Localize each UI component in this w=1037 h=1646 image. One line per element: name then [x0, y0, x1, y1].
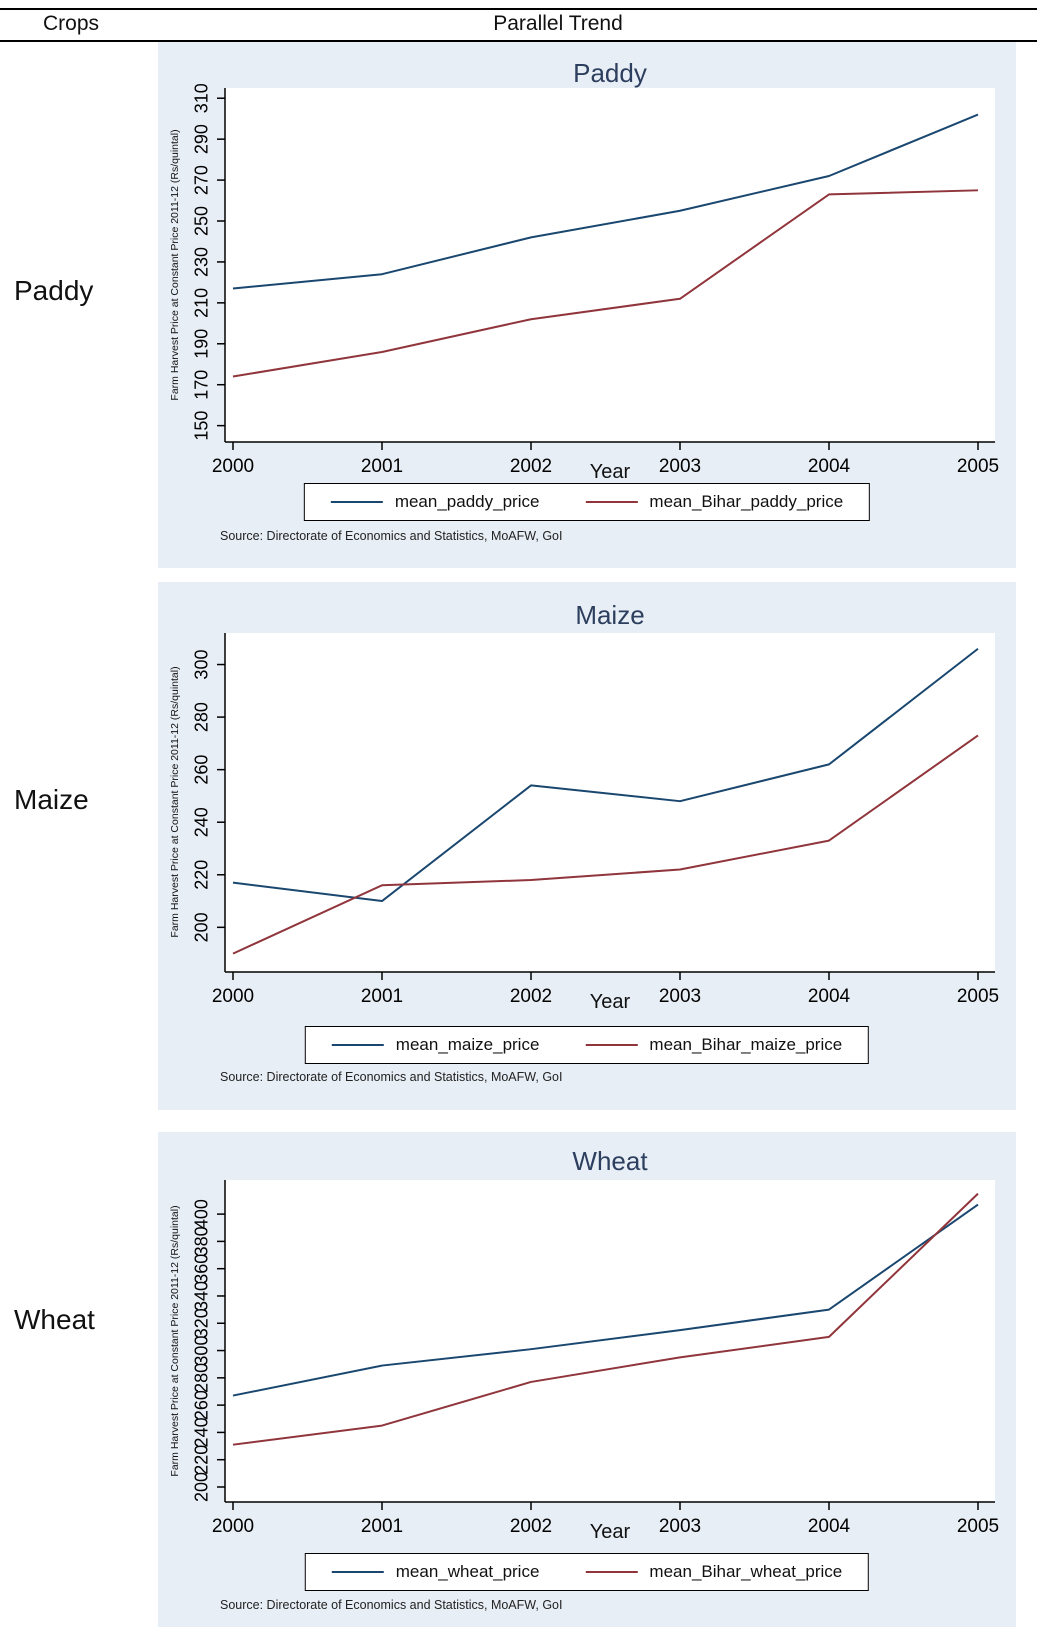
svg-text:2002: 2002 — [510, 456, 552, 477]
legend-item: mean_Bihar_wheat_price — [585, 1562, 842, 1582]
paddy-chart-title: Paddy — [573, 58, 647, 88]
svg-text:170: 170 — [192, 370, 212, 400]
svg-text:2001: 2001 — [361, 986, 403, 1007]
legend-item: mean_Bihar_maize_price — [585, 1035, 842, 1055]
maize-legend: mean_maize_price mean_Bihar_maize_price — [304, 1026, 870, 1064]
navy-line-swatch — [330, 501, 383, 503]
legend-label: mean_wheat_price — [395, 1562, 540, 1581]
svg-text:220: 220 — [192, 1445, 212, 1475]
row-label-paddy: Paddy — [14, 275, 94, 306]
svg-text:280: 280 — [192, 1363, 212, 1393]
maize-x-axis-title: Year — [589, 991, 631, 1013]
maize-plot-svg: 200 220 240 260 280 300 2000 2001 2002 2003 2004 20… — [192, 633, 999, 1007]
svg-text:2004: 2004 — [808, 986, 851, 1007]
svg-text:190: 190 — [192, 329, 212, 359]
legend-label: mean_paddy_price — [394, 492, 540, 511]
svg-text:200: 200 — [192, 912, 212, 942]
svg-text:2003: 2003 — [659, 456, 701, 477]
svg-text:2004: 2004 — [808, 1516, 851, 1537]
column-header-crops: Crops — [43, 12, 100, 35]
svg-text:150: 150 — [192, 411, 212, 441]
legend-label: mean_Bihar_wheat_price — [649, 1562, 843, 1581]
paddy-legend: mean_paddy_price mean_Bihar_paddy_price — [303, 483, 871, 521]
wheat-x-axis-title: Year — [589, 1521, 631, 1543]
svg-text:210: 210 — [192, 288, 212, 318]
svg-text:310: 310 — [192, 83, 212, 113]
svg-text:2003: 2003 — [659, 986, 701, 1007]
maroon-line-swatch — [585, 1571, 638, 1573]
wheat-chart-title: Wheat — [572, 1146, 648, 1176]
legend-label: mean_Bihar_paddy_price — [649, 492, 844, 511]
svg-text:340: 340 — [192, 1281, 212, 1311]
paddy-x-axis-title: Year — [589, 461, 631, 483]
chart-panel-wheat: 200 220 240 260 280 300 320 340 360 380 400 2000 200… — [158, 1132, 1016, 1627]
legend-label: mean_maize_price — [395, 1035, 540, 1054]
maize-source-note: Source: Directorate of Economics and Sta… — [220, 1070, 563, 1084]
svg-text:400: 400 — [192, 1199, 212, 1229]
column-header-parallel-trend: Parallel Trend — [493, 12, 623, 35]
svg-text:2000: 2000 — [212, 1516, 254, 1537]
svg-text:300: 300 — [192, 650, 212, 680]
paddy-y-axis-title: Farm Harvest Price at Constant Price 201… — [169, 129, 181, 401]
svg-text:2004: 2004 — [808, 456, 851, 477]
row-label-wheat: Wheat — [14, 1304, 95, 1335]
svg-text:2002: 2002 — [510, 986, 552, 1007]
svg-text:2000: 2000 — [212, 986, 254, 1007]
row-label-maize: Maize — [14, 784, 89, 815]
svg-text:2000: 2000 — [212, 456, 254, 477]
chart-panel-maize: 200 220 240 260 280 300 2000 2001 2002 2003 2004 20… — [158, 582, 1016, 1110]
paddy-source-note: Source: Directorate of Economics and Sta… — [220, 529, 563, 543]
svg-text:2001: 2001 — [361, 456, 403, 477]
svg-text:250: 250 — [192, 206, 212, 236]
maize-chart-title: Maize — [575, 600, 645, 630]
paddy-plot-svg: 150 170 190 210 230 250 270 290 310 2000 2001 2002 2… — [192, 83, 999, 477]
navy-line-swatch — [331, 1044, 384, 1046]
svg-text:2001: 2001 — [361, 1516, 403, 1537]
svg-text:380: 380 — [192, 1226, 212, 1256]
svg-text:2005: 2005 — [957, 1516, 999, 1537]
table-top-rule — [0, 8, 1037, 10]
wheat-legend: mean_wheat_price mean_Bihar_wheat_price — [304, 1553, 870, 1591]
wheat-y-axis-title: Farm Harvest Price at Constant Price 201… — [169, 1205, 181, 1477]
svg-text:270: 270 — [192, 165, 212, 195]
navy-line-swatch — [331, 1571, 384, 1573]
maroon-line-swatch — [585, 1044, 638, 1046]
svg-text:2002: 2002 — [510, 1516, 552, 1537]
legend-label: mean_Bihar_maize_price — [649, 1035, 843, 1054]
legend-item: mean_Bihar_paddy_price — [585, 492, 843, 512]
maroon-line-swatch — [585, 501, 638, 503]
svg-text:300: 300 — [192, 1336, 212, 1366]
wheat-source-note: Source: Directorate of Economics and Sta… — [220, 1598, 563, 1612]
legend-item: mean_maize_price — [331, 1035, 540, 1055]
chart-panel-paddy: 150 170 190 210 230 250 270 290 310 2000 2001 2002 2… — [158, 42, 1016, 568]
legend-item: mean_wheat_price — [331, 1562, 540, 1582]
svg-text:280: 280 — [192, 702, 212, 732]
header-bottom-rule — [0, 40, 1037, 42]
svg-text:260: 260 — [192, 1390, 212, 1420]
svg-text:220: 220 — [192, 860, 212, 890]
svg-text:200: 200 — [192, 1472, 212, 1502]
svg-text:2005: 2005 — [957, 456, 999, 477]
svg-text:2005: 2005 — [957, 986, 999, 1007]
maize-y-axis-title: Farm Harvest Price at Constant Price 201… — [169, 666, 181, 938]
svg-text:290: 290 — [192, 124, 212, 154]
svg-text:320: 320 — [192, 1308, 212, 1338]
svg-text:360: 360 — [192, 1254, 212, 1284]
svg-text:2003: 2003 — [659, 1516, 701, 1537]
svg-text:230: 230 — [192, 247, 212, 277]
legend-item: mean_paddy_price — [330, 492, 540, 512]
svg-text:260: 260 — [192, 755, 212, 785]
svg-text:240: 240 — [192, 1417, 212, 1447]
svg-text:240: 240 — [192, 807, 212, 837]
